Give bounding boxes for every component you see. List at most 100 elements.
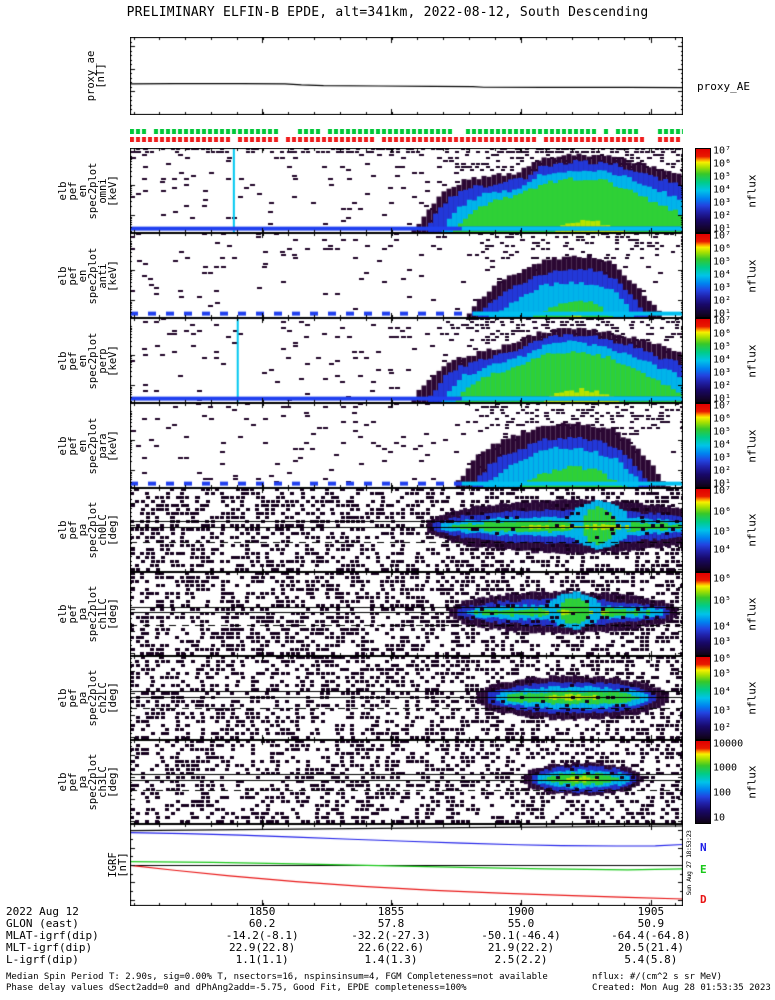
ephemeris-value: 1.4(1.3) [364, 953, 418, 966]
pitchangle-spectrogram-pa1 [130, 572, 683, 656]
proxy-ae-right-label: proxy_AE [697, 80, 750, 93]
colorbar-tick: 10⁴ [713, 184, 732, 196]
ephemeris-value: 60.2 [248, 917, 276, 930]
colorbar-tick: 10⁵ [713, 668, 732, 680]
ephemeris-value: 2.5(2.2) [494, 953, 548, 966]
colorbar-pa2 [695, 656, 711, 740]
colorbar-tick: 10³ [713, 452, 732, 464]
colorbar-tick: 10⁷ [713, 400, 732, 412]
colorbar-tick: 10¹ [713, 393, 732, 405]
time-tick-label: 1905 [637, 905, 665, 918]
colorbar-tick: 10² [713, 722, 732, 734]
footer-line-2: Phase delay values dSect2add=0 and dPhAn… [6, 983, 467, 993]
colorbar-tick: 10 [713, 812, 726, 824]
pitchangle-spectrogram-pa3 [130, 740, 683, 824]
status-strip-green [130, 129, 683, 134]
energy-spectrogram-spec3 [130, 403, 683, 488]
energy-spectrogram-spec2 [130, 318, 683, 403]
colorbar-tick: 10⁵ [713, 426, 732, 438]
colorbar-tick: 10⁶ [713, 158, 732, 170]
colorbar-tick: 10⁵ [713, 595, 732, 607]
colorbar-tick: 10² [713, 295, 732, 307]
colorbar-spec1 [695, 233, 711, 318]
colorbar-tick: 10⁷ [713, 485, 732, 497]
energy-spectrogram-spec0 [130, 148, 683, 233]
ephemeris-value: 1.1(1.1) [235, 953, 289, 966]
ephemeris-value: -14.2(-8.1) [225, 929, 299, 942]
proxy-ae-panel [130, 37, 683, 115]
colorbar-tick: 10⁵ [713, 256, 732, 268]
ephemeris-value: -50.1(-46.4) [481, 929, 561, 942]
colorbar-tick: 10⁴ [713, 686, 732, 698]
side-timestamp: Sun Aug 27 18:53:23 [685, 830, 693, 896]
colorbar-tick: 10⁵ [713, 526, 732, 538]
colorbar-pa3 [695, 740, 711, 824]
ephemeris-row-label: GLON (east) [6, 917, 79, 930]
colorbar-tick: 10⁴ [713, 269, 732, 281]
colorbar-tick: 10⁶ [713, 573, 732, 585]
ephemeris-row-label: L-igrf(dip) [6, 953, 79, 966]
colorbar-tick: 10⁶ [713, 506, 732, 518]
colorbar-tick: 10² [713, 380, 732, 392]
time-tick-label: 1900 [507, 905, 535, 918]
colorbar-tick: 10³ [713, 282, 732, 294]
colorbar-tick: 10⁶ [713, 328, 732, 340]
footer-units: nflux: #/(cm^2 s sr MeV) [592, 972, 723, 982]
ephemeris-value: 20.5(21.4) [617, 941, 685, 954]
colorbar-spec0 [695, 148, 711, 233]
ephemeris-value: 21.9(22.2) [487, 941, 555, 954]
colorbar-pa1 [695, 572, 711, 656]
colorbar-tick: 10⁶ [713, 653, 732, 665]
igrf-legend-E: E [700, 863, 707, 877]
igrf-panel [130, 824, 683, 906]
ephemeris-row-label: MLT-igrf(dip) [6, 941, 93, 954]
page-title: PRELIMINARY ELFIN-B EPDE, alt=341km, 202… [126, 5, 649, 20]
colorbar-tick: 10¹ [713, 223, 732, 235]
colorbar-tick: 100 [713, 787, 732, 799]
colorbar-tick: 10³ [713, 367, 732, 379]
colorbar-tick: 10⁶ [713, 413, 732, 425]
colorbar-tick: 10³ [713, 636, 732, 648]
colorbar-tick: 10³ [713, 197, 732, 209]
colorbar-tick: 10¹ [713, 308, 732, 320]
footer-created: Created: Mon Aug 28 01:53:35 2023 [592, 983, 771, 993]
colorbar-tick: 10⁶ [713, 243, 732, 255]
time-tick-label: 1850 [248, 905, 276, 918]
colorbar-tick: 10⁷ [713, 145, 732, 157]
colorbar-tick: 10³ [713, 705, 732, 717]
igrf-legend-N: N [700, 840, 707, 854]
colorbar-tick: 10000 [713, 738, 744, 750]
colorbar-spec3 [695, 403, 711, 488]
igrf-legend-D: D [700, 893, 707, 907]
colorbar-tick: 10⁴ [713, 439, 732, 451]
colorbar-tick: 10⁵ [713, 171, 732, 183]
pitchangle-spectrogram-pa2 [130, 656, 683, 740]
colorbar-pa0 [695, 488, 711, 572]
colorbar-tick: 10⁴ [713, 544, 732, 556]
status-strip-red [130, 137, 683, 142]
ephemeris-value: 22.9(22.8) [229, 941, 296, 954]
colorbar-tick: 10⁷ [713, 230, 732, 242]
ephemeris-value: -32.2(-27.3) [351, 929, 431, 942]
colorbar-tick: 1000 [713, 762, 738, 774]
ephemeris-value: 22.6(22.6) [357, 941, 425, 954]
colorbar-tick: 10⁷ [713, 315, 732, 327]
date-label: 2022 Aug 12 [6, 905, 79, 918]
ephemeris-value: -64.4(-64.8) [611, 929, 691, 942]
colorbar-tick: 10⁴ [713, 621, 732, 633]
colorbar-tick: 10² [713, 465, 732, 477]
colorbar-spec2 [695, 318, 711, 403]
colorbar-tick: 10² [713, 210, 732, 222]
colorbar-tick: 10⁵ [713, 341, 732, 353]
colorbar-tick: 10⁴ [713, 354, 732, 366]
ephemeris-value: 57.8 [377, 917, 405, 930]
ephemeris-value: 5.4(5.8) [624, 953, 678, 966]
pitchangle-spectrogram-pa0 [130, 488, 683, 572]
ephemeris-value: 50.9 [637, 917, 665, 930]
energy-spectrogram-spec1 [130, 233, 683, 318]
ephemeris-value: 55.0 [507, 917, 535, 930]
footer-line-1: Median Spin Period T: 2.90s, sig=0.00% T… [6, 972, 548, 982]
ephemeris-row-label: MLAT-igrf(dip) [6, 929, 99, 942]
colorbar-tick: 10¹ [713, 478, 732, 490]
